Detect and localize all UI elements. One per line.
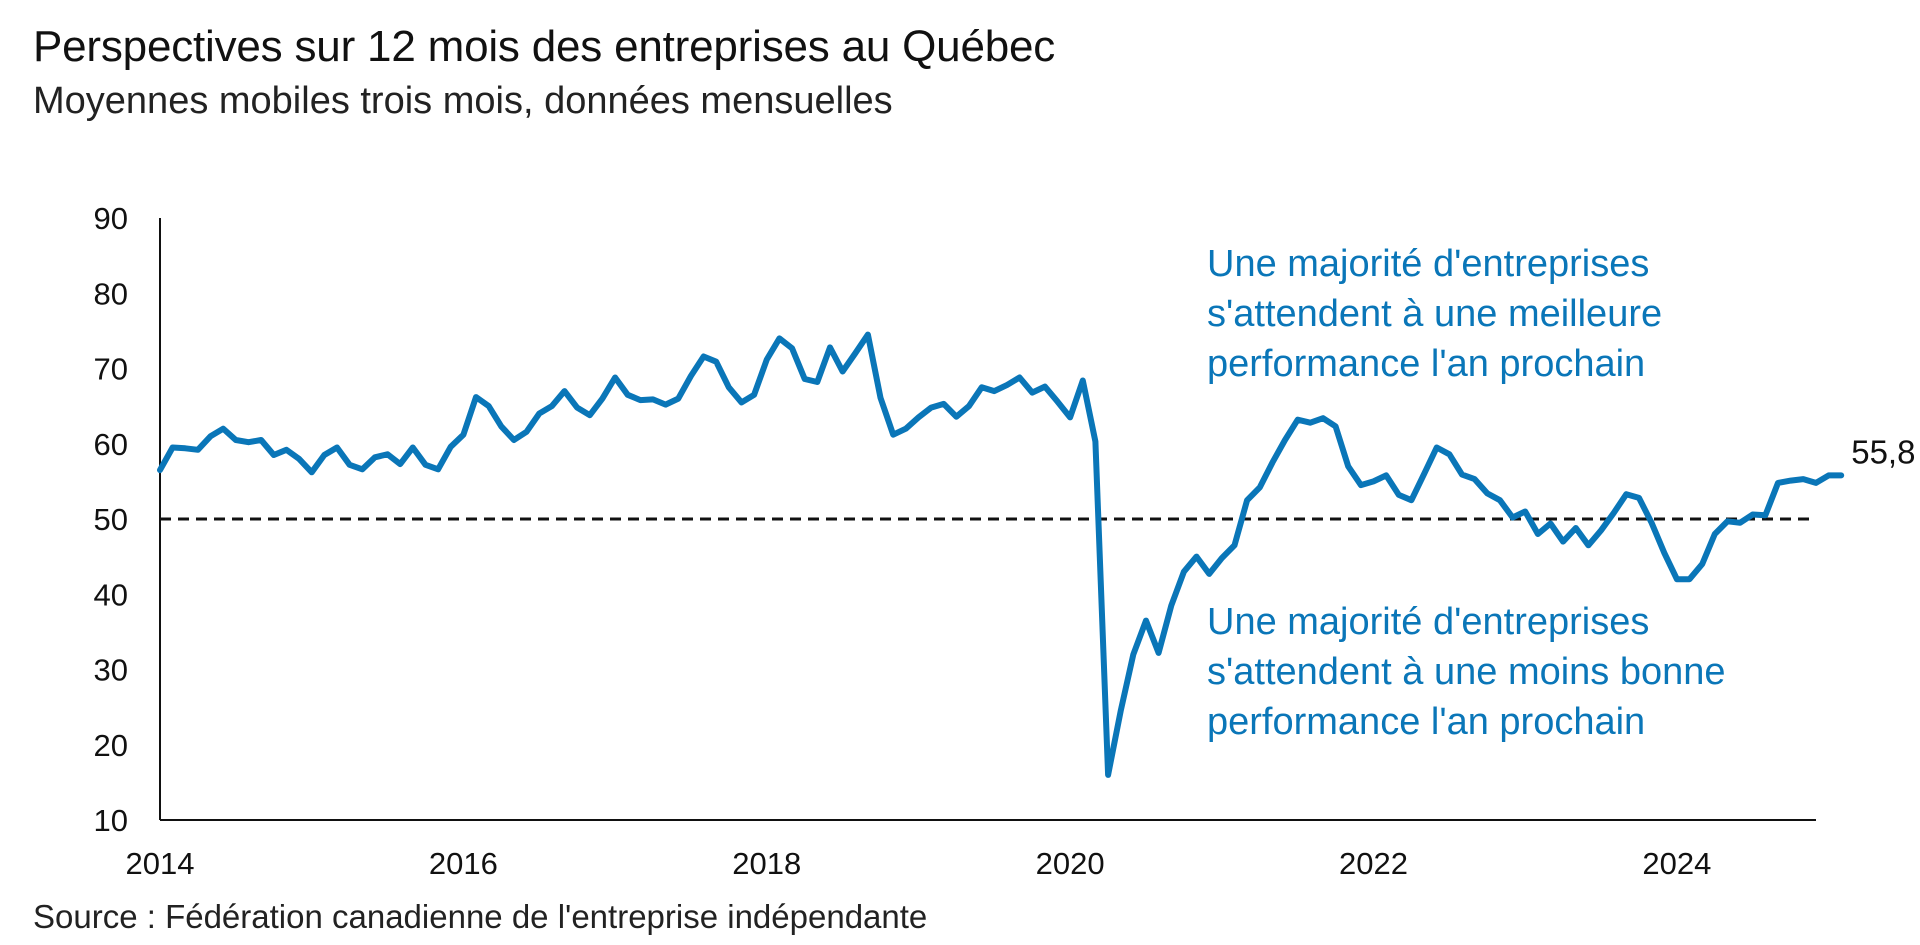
y-tick-label: 40 (94, 577, 128, 612)
y-axis-ticks: 90 80 70 60 50 40 30 20 10 (94, 201, 128, 838)
annotation-line: s'attendent à une moins bonne (1207, 651, 1726, 693)
x-axis-ticks: 2014 2016 2018 2020 2022 2024 (126, 846, 1712, 881)
x-tick-label: 2018 (732, 846, 801, 881)
annotation-line: s'attendent à une meilleure (1207, 293, 1662, 335)
annotation-line: performance l'an prochain (1207, 701, 1645, 743)
annotations: Une majorité d'entreprises s'attendent à … (1207, 243, 1726, 743)
y-tick-label: 60 (94, 427, 128, 462)
chart-subtitle: Moyennes mobiles trois mois, données men… (33, 80, 893, 122)
source-note: Source : Fédération canadienne de l'entr… (33, 898, 928, 935)
x-tick-label: 2016 (429, 846, 498, 881)
annotation-line: Une majorité d'entreprises (1207, 243, 1649, 285)
annotation-above: Une majorité d'entreprises s'attendent à … (1207, 243, 1662, 385)
series-line (157, 331, 1845, 778)
annotation-below: Une majorité d'entreprises s'attendent à … (1207, 601, 1726, 743)
y-tick-label: 20 (94, 728, 128, 763)
end-value-label: 55,8 (1851, 433, 1915, 470)
annotation-line: performance l'an prochain (1207, 343, 1645, 385)
y-tick-label: 70 (94, 352, 128, 387)
chart-title: Perspectives sur 12 mois des entreprises… (33, 22, 1056, 71)
y-tick-label: 10 (94, 803, 128, 838)
y-tick-label: 50 (94, 502, 128, 537)
x-tick-label: 2014 (126, 846, 195, 881)
annotation-line: Une majorité d'entreprises (1207, 601, 1649, 643)
y-tick-label: 80 (94, 276, 128, 311)
y-tick-label: 90 (94, 201, 128, 236)
y-tick-label: 30 (94, 653, 128, 688)
x-tick-label: 2024 (1642, 846, 1711, 881)
x-tick-label: 2022 (1339, 846, 1408, 881)
x-tick-label: 2020 (1036, 846, 1105, 881)
